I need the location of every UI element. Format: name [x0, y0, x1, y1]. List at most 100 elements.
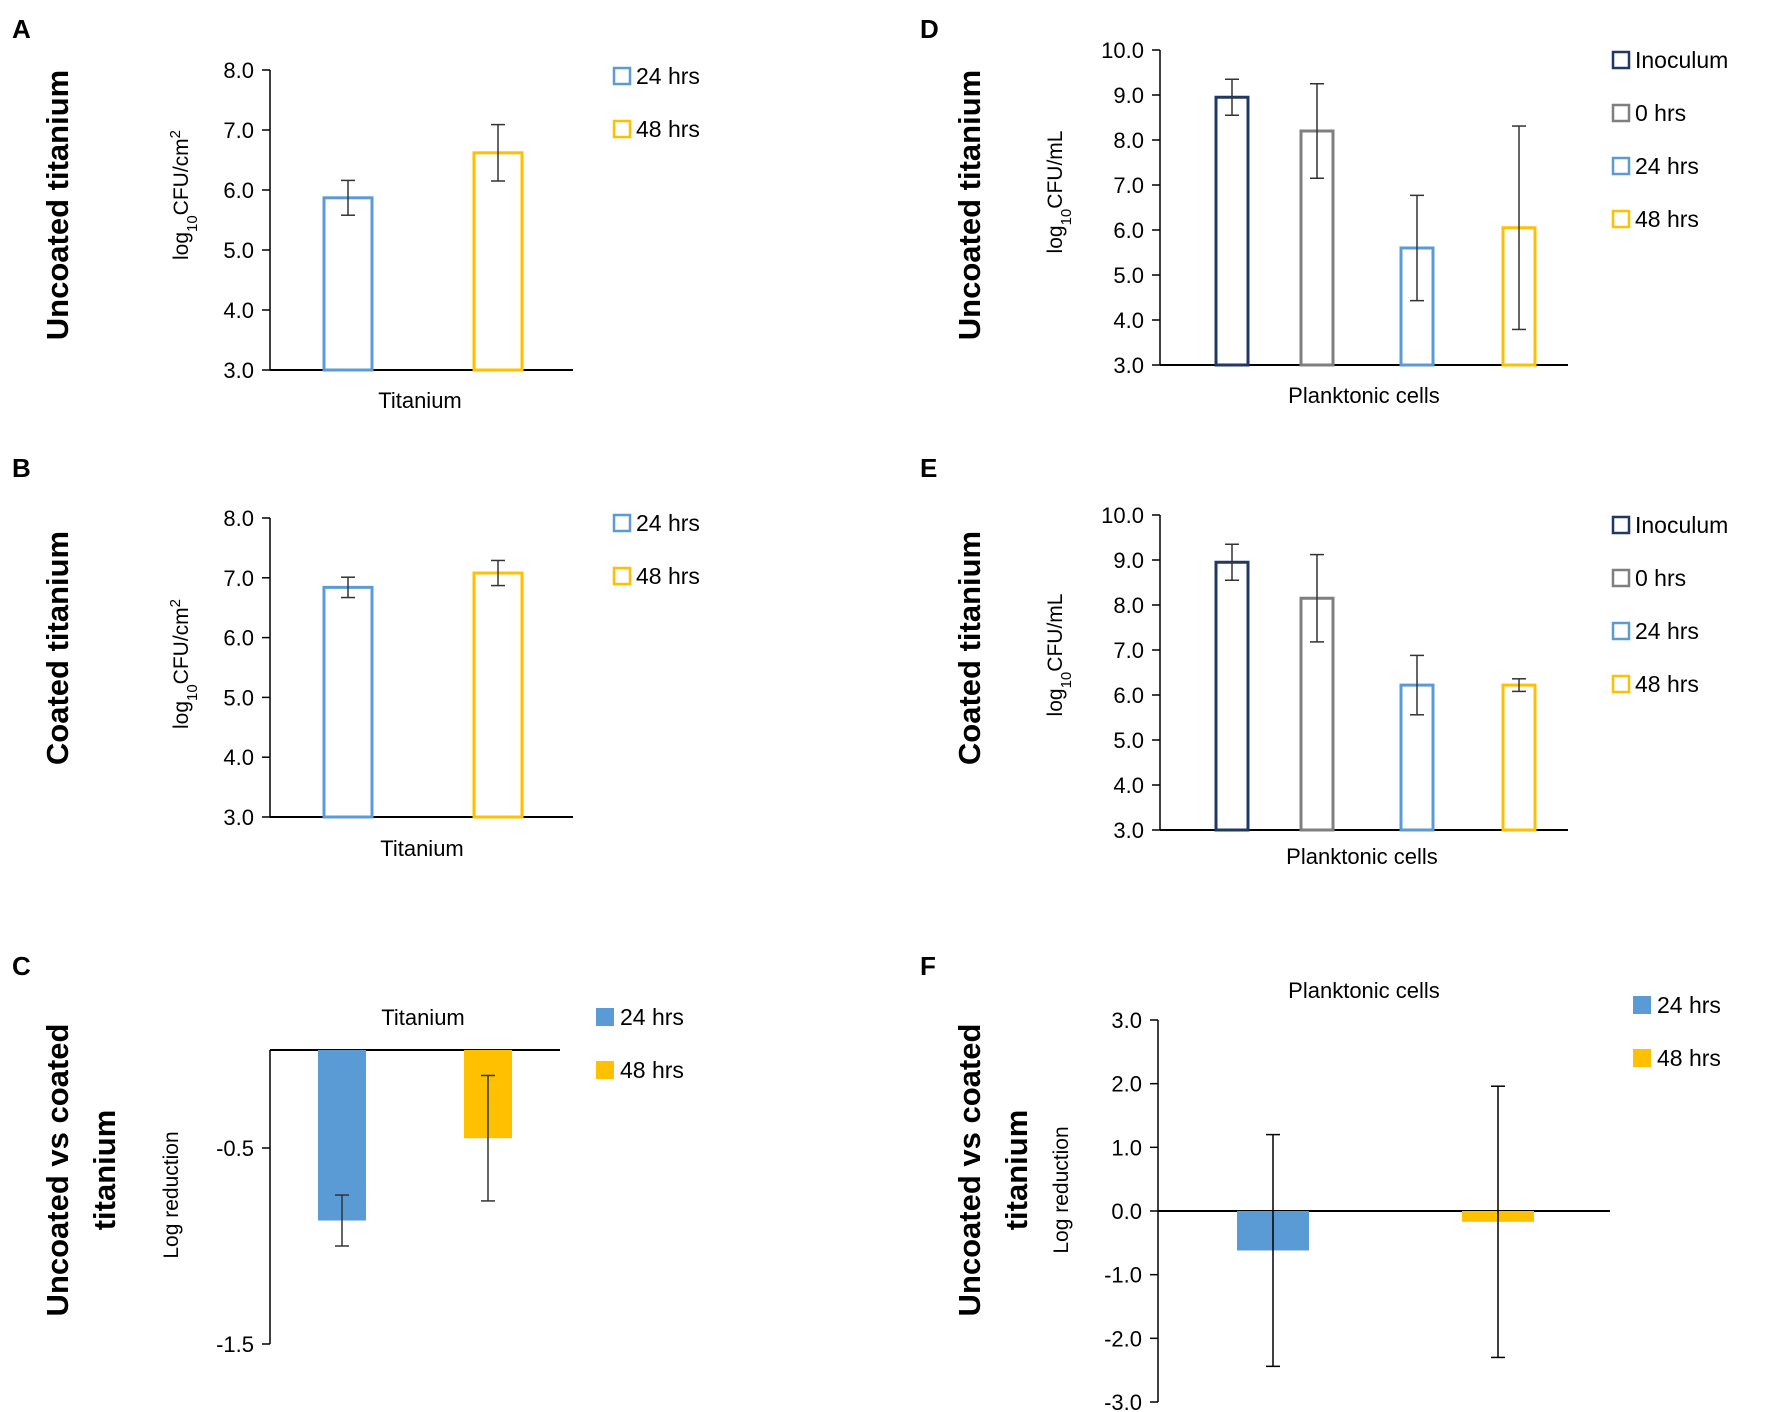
- x-axis-label: Titanium: [380, 836, 464, 861]
- legend-swatch: [1633, 996, 1651, 1014]
- bar-24-hrs: [318, 1050, 366, 1221]
- legend: Inoculum 0 hrs 24 hrs 48 hrs: [1611, 47, 1728, 232]
- plot-area: 3.0 4.0 5.0 6.0 7.0 8.0 9.0 10.0: [1101, 38, 1568, 378]
- row-label-line2: titanium: [87, 1110, 122, 1231]
- legend: Inoculum 0 hrs 24 hrs 48 hrs: [1611, 512, 1728, 697]
- plot-area: 3.0 4.0 5.0 6.0 7.0 8.0: [223, 506, 573, 830]
- y-tick-label: 5.0: [1113, 263, 1144, 288]
- panel-e: E Coated titanium log10CFU/mL 3.0 4.0 5.0 6…: [920, 453, 1728, 869]
- legend-label: 24 hrs: [636, 63, 700, 89]
- legend-label: 48 hrs: [636, 563, 700, 589]
- legend-label: 24 hrs: [1635, 153, 1699, 179]
- legend-swatch: [1611, 50, 1631, 70]
- y-tick-label: 7.0: [1113, 638, 1144, 663]
- legend: 24 hrs 48 hrs: [612, 63, 700, 142]
- y-axis-label: log10CFU/mL: [1044, 594, 1075, 717]
- legend-swatch: [612, 119, 632, 139]
- y-axis-label: log10CFU/cm2: [167, 599, 201, 729]
- panel-f: F Uncoated vs coated titanium Log reduct…: [920, 951, 1721, 1412]
- y-tick-label: 4.0: [223, 745, 254, 770]
- row-label: Uncoated titanium: [40, 70, 75, 340]
- legend-swatch: [1611, 209, 1631, 229]
- legend-label: 24 hrs: [620, 1004, 684, 1030]
- y-tick-label: 7.0: [223, 118, 254, 143]
- plot-area: -3.0 -2.0 -1.0 0.0 1.0 2.0 3.0: [1104, 1008, 1610, 1412]
- panel-letter: A: [12, 14, 31, 44]
- legend-swatch: [596, 1061, 614, 1079]
- y-axis-label: log10CFU/cm2: [167, 130, 201, 260]
- bar-inoculum: [1214, 560, 1250, 832]
- y-tick-label: 8.0: [223, 506, 254, 531]
- y-tick-label: 6.0: [223, 178, 254, 203]
- row-label-line2: titanium: [999, 1110, 1034, 1231]
- legend-label: 0 hrs: [1635, 565, 1686, 591]
- legend-swatch: [612, 66, 632, 86]
- y-tick-label: 3.0: [1111, 1008, 1142, 1033]
- legend-label: 48 hrs: [1635, 206, 1699, 232]
- legend-label: 24 hrs: [1635, 618, 1699, 644]
- y-tick-label: 5.0: [223, 238, 254, 263]
- panel-c: C Uncoated vs coated titanium Log reduct…: [12, 951, 684, 1357]
- y-tick-label: 9.0: [1113, 83, 1144, 108]
- y-tick-label: 9.0: [1113, 548, 1144, 573]
- legend-swatch: [1611, 156, 1631, 176]
- y-tick-label: 2.0: [1111, 1072, 1142, 1097]
- panel-letter: C: [12, 951, 31, 981]
- plot-area: 3.0 4.0 5.0 6.0 7.0 8.0: [223, 58, 573, 383]
- y-tick-label: -1.5: [216, 1332, 254, 1357]
- panel-letter: B: [12, 453, 31, 483]
- y-axis-label: Log reduction: [160, 1131, 183, 1258]
- y-tick-label: 10.0: [1101, 503, 1144, 528]
- y-tick-label: -0.5: [216, 1136, 254, 1161]
- bar-inoculum: [1214, 95, 1250, 367]
- y-tick-label: 4.0: [1113, 308, 1144, 333]
- legend-swatch: [612, 566, 632, 586]
- legend-swatch: [1611, 103, 1631, 123]
- panel-a: A Uncoated titanium log10CFU/cm2 3.0 4.0 5…: [12, 14, 700, 413]
- panel-letter: D: [920, 14, 939, 44]
- legend-swatch: [1611, 674, 1631, 694]
- y-tick-label: 5.0: [223, 685, 254, 710]
- legend-label: Inoculum: [1635, 512, 1728, 538]
- y-tick-label: 4.0: [223, 298, 254, 323]
- y-tick-label: 6.0: [223, 626, 254, 651]
- y-tick-label: 3.0: [1113, 818, 1144, 843]
- legend: 24 hrs 48 hrs: [596, 1004, 684, 1083]
- y-tick-label: 7.0: [223, 566, 254, 591]
- legend-swatch: [612, 513, 632, 533]
- y-axis-label: Log reduction: [1050, 1126, 1073, 1253]
- bar-24-hrs: [322, 585, 374, 819]
- plot-area: 3.0 4.0 5.0 6.0 7.0 8.0 9.0 10.0: [1101, 503, 1568, 843]
- legend-swatch: [1611, 568, 1631, 588]
- y-tick-label: 5.0: [1113, 728, 1144, 753]
- y-tick-label: 3.0: [223, 805, 254, 830]
- y-tick-label: -2.0: [1104, 1326, 1142, 1351]
- y-tick-label: 8.0: [1113, 593, 1144, 618]
- panel-letter: E: [920, 453, 937, 483]
- chart-title: Titanium: [381, 1005, 465, 1030]
- legend: 24 hrs 48 hrs: [1633, 992, 1721, 1071]
- legend-swatch: [1611, 515, 1631, 535]
- row-label: Coated titanium: [40, 531, 75, 765]
- legend-label: 48 hrs: [1635, 671, 1699, 697]
- bar-48-hrs: [472, 151, 524, 372]
- row-label: Coated titanium: [952, 531, 987, 765]
- legend-swatch: [1633, 1049, 1651, 1067]
- row-label-line1: Uncoated vs coated: [952, 1024, 987, 1317]
- y-tick-label: 3.0: [1113, 353, 1144, 378]
- panel-d: D Uncoated titanium log10CFU/mL 3.0 4.0 5.…: [920, 14, 1728, 408]
- bar-48-hrs: [1501, 683, 1537, 832]
- y-tick-label: -1.0: [1104, 1263, 1142, 1288]
- legend-swatch: [1611, 621, 1631, 641]
- legend-swatch: [596, 1008, 614, 1026]
- legend-label: 0 hrs: [1635, 100, 1686, 126]
- legend-label: 24 hrs: [1657, 992, 1721, 1018]
- y-tick-label: 3.0: [223, 358, 254, 383]
- legend-label: 48 hrs: [620, 1057, 684, 1083]
- bar-24-hrs: [322, 196, 374, 372]
- legend-label: Inoculum: [1635, 47, 1728, 73]
- chart-title: Planktonic cells: [1288, 978, 1440, 1003]
- y-tick-label: -3.0: [1104, 1390, 1142, 1412]
- legend: 24 hrs 48 hrs: [612, 510, 700, 589]
- x-axis-label: Planktonic cells: [1288, 383, 1440, 408]
